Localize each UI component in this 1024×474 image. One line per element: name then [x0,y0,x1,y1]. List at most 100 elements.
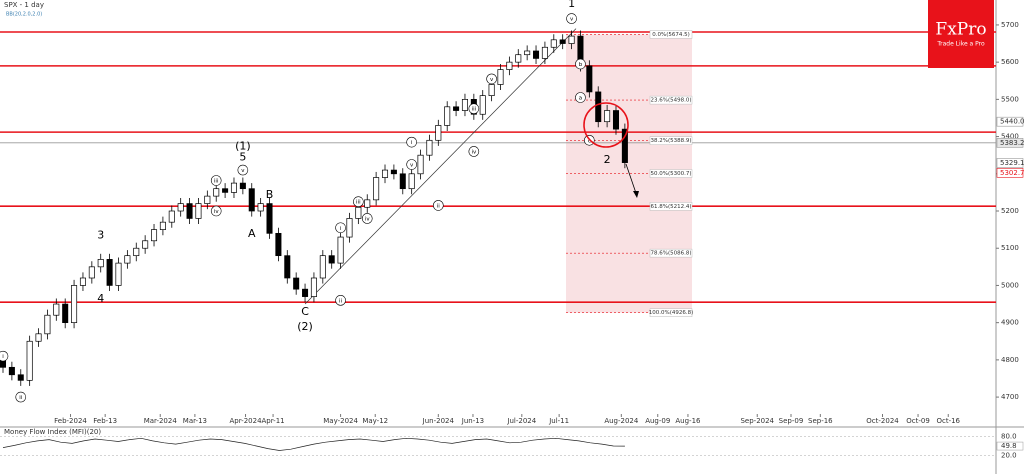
y-tick-label: 5000 [1001,281,1019,289]
wave-label: ii [437,203,441,209]
candle-body [497,69,504,85]
wave-circle [335,295,346,306]
indicator-last: 49.8 [1001,442,1017,450]
wave-label: iii [472,107,477,113]
wave-label: 5 [239,151,246,164]
candle-body [35,333,42,342]
candle-body [479,95,486,115]
wave-circle [406,159,417,170]
wave-label: B [266,188,274,201]
candle-body [364,199,371,208]
candle-body [399,173,406,190]
logo: FxPro Trade Like a Pro [928,0,994,68]
wave-circle [566,13,577,24]
wave-label: v [570,17,574,23]
y-tick-label: 4800 [1001,356,1019,364]
wave-label: A [248,227,256,240]
candle-body [444,106,451,126]
fib-label-box [649,169,693,178]
wave-circle [361,213,373,224]
wave-label: i [2,354,4,360]
x-tick-label: Jun-13 [461,417,484,425]
price-tag-box [996,158,1024,168]
wave-circle [335,222,346,234]
x-tick-label: Aug-2024 [604,417,639,425]
wave-label: v [410,162,414,168]
candle-body [222,188,229,193]
x-tick-label: Oct-09 [906,417,930,425]
candle-body [248,188,255,212]
x-tick-label: Sep-2024 [740,417,774,425]
fib-label-box [649,308,693,317]
wave-circle [468,146,480,157]
candle-body [550,39,557,48]
wave-label: b [579,62,583,68]
candle-body [195,203,202,219]
y-tick-label: 5100 [1001,244,1019,252]
candle-body [88,266,95,279]
wave-label: ii [19,395,23,401]
candle-body [604,110,611,123]
candle-body [568,35,575,44]
candle-body [293,277,300,290]
wave-label: i [411,140,413,146]
wave-circle [210,205,222,217]
candle-body [373,177,380,201]
candle-body [142,240,149,249]
x-tick-label: Feb-13 [93,417,117,425]
candle-body [435,125,442,141]
price-tag-box [996,167,1024,178]
candle-body [97,259,104,268]
wave-label: c [588,138,591,144]
candle-body [426,139,433,156]
fib-label: 50.0%(5300.7) [650,171,691,177]
y-tick-label: 5500 [1001,95,1019,103]
candle-body [328,255,335,264]
candle-body [44,314,51,335]
candle-body [390,169,397,175]
fib-label: 78.6%(5086.8) [650,251,691,257]
wave-circle [433,200,444,211]
candle-body [302,288,309,297]
candle-body [319,255,326,279]
wave-label: (1) [235,139,251,152]
x-tick-label: Jun-2024 [422,417,455,425]
x-tick-label: Jul-11 [548,417,569,425]
candle-body [79,277,86,286]
wave-circle [237,164,249,176]
fib-label-box [649,30,693,39]
price-tag: 5329.1 [1000,159,1024,167]
fib-label: 61.8%(5212.4) [650,204,691,210]
x-tick-label: May-12 [362,417,388,425]
y-tick-label: 4700 [1001,393,1019,401]
price-tag-box [996,138,1024,148]
wave-label: v [241,168,245,174]
x-tick-label: Sep-16 [808,417,833,425]
y-tick-label: 5700 [1001,21,1019,29]
x-tick-label: Oct-16 [936,417,960,425]
candle-body [612,110,620,130]
wave-label: a [579,96,582,102]
logo-tagline: Trade Like a Pro [936,41,985,48]
wave-circle [468,103,480,114]
candle-body [524,50,531,56]
candle-body [124,255,131,264]
indicator-title: Money Flow Index (MFI)(20) [4,428,101,436]
fib-label: 0.0%(5674.5) [652,32,690,38]
wave-circle [575,58,586,70]
x-tick-label: Sep-09 [779,417,804,425]
fib-label-box [649,248,693,258]
candle-body [275,232,282,257]
candle-body [533,50,540,59]
wave-label: (2) [297,320,313,333]
candle-body [204,195,211,204]
candle-body [8,366,15,376]
y-tick-label: 5200 [1001,207,1019,215]
trend-line [304,28,577,305]
wave-circle [353,196,364,208]
candle-body [310,277,317,297]
fib-label: 23.6%(5498.0) [650,98,691,104]
wave-label: 2 [604,153,611,166]
